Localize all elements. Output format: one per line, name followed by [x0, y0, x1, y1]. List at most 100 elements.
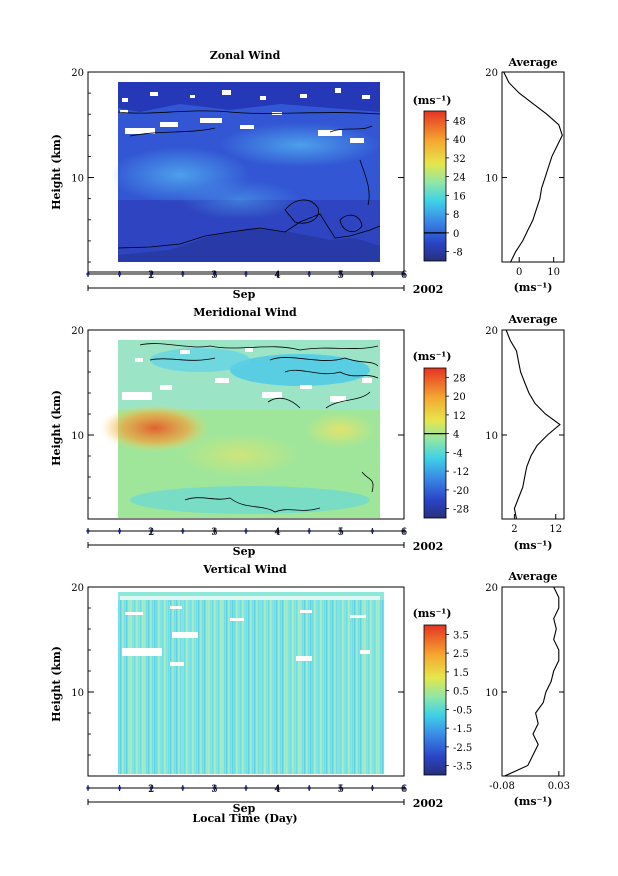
vertical-wind-streak — [136, 600, 138, 774]
vertical-wind-streak — [118, 600, 120, 774]
vertical-wind-streak — [236, 600, 238, 774]
vertical-wind-streak — [256, 600, 258, 774]
meridional-wind-day-marker — [402, 529, 406, 533]
vertical-wind-colorbar-label: -1.5 — [453, 724, 472, 735]
meridional-wind-colorbar-label: -20 — [453, 486, 469, 497]
vertical-wind-streak — [298, 600, 300, 774]
vertical-wind-streak — [190, 600, 192, 774]
vertical-wind-time-axis: 2 3 4 5 6 Sep 2002 — [86, 784, 443, 815]
vertical-wind-streak — [352, 600, 354, 774]
vertical-wind-xtick-label: 3 — [211, 784, 217, 795]
vertical-wind-streak — [272, 600, 274, 774]
vertical-wind-streak — [140, 600, 142, 774]
vertical-wind-streak — [174, 600, 176, 774]
meridional-wind-colorbar-label: -28 — [453, 505, 469, 516]
vertical-wind-streak — [308, 600, 310, 774]
vertical-wind-streak — [330, 600, 332, 774]
vertical-wind-streak — [142, 600, 144, 774]
zonal-wind-xtick-label: 3 — [211, 270, 217, 281]
vertical-wind-streak — [128, 600, 130, 774]
vertical-wind-streak — [334, 600, 336, 774]
vertical-wind-frame — [87, 586, 405, 777]
vertical-wind-ytick-label: 20 — [71, 583, 84, 594]
zonal-wind-colorbar-label: 16 — [453, 191, 466, 202]
vertical-wind-streak — [364, 600, 366, 774]
vertical-wind-streak — [162, 600, 164, 774]
meridional-wind-day-marker — [276, 529, 280, 533]
meridional-wind-xtick-label: 4 — [274, 527, 280, 538]
zonal-wind-profile-xtick-label: 10 — [547, 267, 560, 278]
meridional-wind-heatmap — [100, 340, 380, 518]
vertical-wind-streak — [248, 600, 250, 774]
meridional-wind-title: Meridional Wind — [193, 306, 297, 319]
vertical-wind-streak — [234, 600, 236, 774]
zonal-wind-title: Zonal Wind — [210, 49, 281, 62]
vertical-wind-day-marker — [370, 786, 374, 790]
vertical-wind-streak — [338, 600, 340, 774]
vertical-wind-streak — [342, 600, 344, 774]
vertical-wind-streak — [270, 600, 272, 774]
vertical-wind-profile-ytick-label: 20 — [485, 583, 498, 594]
vertical-wind-heatmap — [118, 592, 384, 774]
zonal-wind-ytick-label: 20 — [71, 68, 84, 79]
vertical-wind-streak — [312, 600, 314, 774]
meridional-wind-day-marker — [86, 529, 90, 533]
vertical-wind-streak — [164, 600, 166, 774]
vertical-wind-streak — [182, 600, 184, 774]
meridional-wind-colorbar-label: 20 — [453, 392, 466, 403]
meridional-wind-day-marker — [181, 529, 185, 533]
meridional-wind-profile-xtick-label: 2 — [511, 524, 517, 535]
vertical-wind-profile-xtick-label: 0.03 — [548, 781, 570, 792]
meridional-wind-day-marker — [339, 529, 343, 533]
vertical-wind-streak — [238, 600, 240, 774]
zonal-wind-day-marker — [118, 272, 122, 276]
zonal-wind-day-marker — [244, 272, 248, 276]
vertical-wind-streak — [260, 600, 262, 774]
vertical-wind-streak — [276, 600, 278, 774]
vertical-wind-streak — [380, 600, 382, 774]
zonal-wind-profile-title: Average — [507, 56, 557, 69]
vertical-wind-streak — [218, 600, 220, 774]
vertical-wind-xtick-label: 6 — [401, 784, 407, 795]
vertical-wind-streak — [120, 600, 122, 774]
vertical-wind-streak — [368, 600, 370, 774]
vertical-wind-streak — [336, 600, 338, 774]
vertical-wind-streak — [268, 600, 270, 774]
vertical-wind-day-marker — [339, 786, 343, 790]
zonal-wind-day-marker — [212, 272, 216, 276]
vertical-wind-xtick-label: 5 — [338, 784, 344, 795]
meridional-wind-ylabel: Height (km) — [50, 390, 63, 466]
zonal-wind-time-axis: 2 3 4 5 6 Sep 2002 — [86, 270, 443, 301]
vertical-wind-streak — [382, 600, 384, 774]
zonal-wind-colorbar-unit: (ms⁻¹) — [413, 94, 452, 107]
vertical-wind-ytick-label: 10 — [71, 688, 84, 699]
vertical-wind-streak — [252, 600, 254, 774]
zonal-wind-day-marker — [339, 272, 343, 276]
vertical-wind-colorbar-label: -3.5 — [453, 762, 472, 773]
vertical-wind-streak — [196, 600, 198, 774]
vertical-wind-profile-xtick-label: -0.08 — [489, 781, 515, 792]
vertical-wind-xtick-label: 2 — [148, 784, 154, 795]
vertical-wind-day-marker — [402, 786, 406, 790]
zonal-wind-day-marker — [307, 272, 311, 276]
vertical-wind-streak — [170, 600, 172, 774]
meridional-wind-xtick-label: 6 — [401, 527, 407, 538]
vertical-wind-streak — [254, 600, 256, 774]
vertical-wind-streak — [280, 600, 282, 774]
vertical-wind-streak — [160, 600, 162, 774]
vertical-wind-colorbar-label: 2.5 — [453, 649, 469, 660]
vertical-wind-streak — [224, 600, 226, 774]
meridional-wind-day-marker — [212, 529, 216, 533]
vertical-wind-streak — [274, 600, 276, 774]
vertical-wind-streak — [306, 600, 308, 774]
vertical-wind-streak — [376, 600, 378, 774]
vertical-wind-streak — [240, 600, 242, 774]
meridional-wind-colorbar-label: 28 — [453, 373, 466, 384]
meridional-wind-profile-ytick-label: 10 — [485, 431, 498, 442]
vertical-wind-streak — [296, 600, 298, 774]
vertical-wind-streak — [320, 600, 322, 774]
meridional-wind-frame — [87, 329, 405, 520]
meridional-wind-year-label: 2002 — [413, 540, 444, 553]
vertical-wind-streak — [148, 600, 150, 774]
